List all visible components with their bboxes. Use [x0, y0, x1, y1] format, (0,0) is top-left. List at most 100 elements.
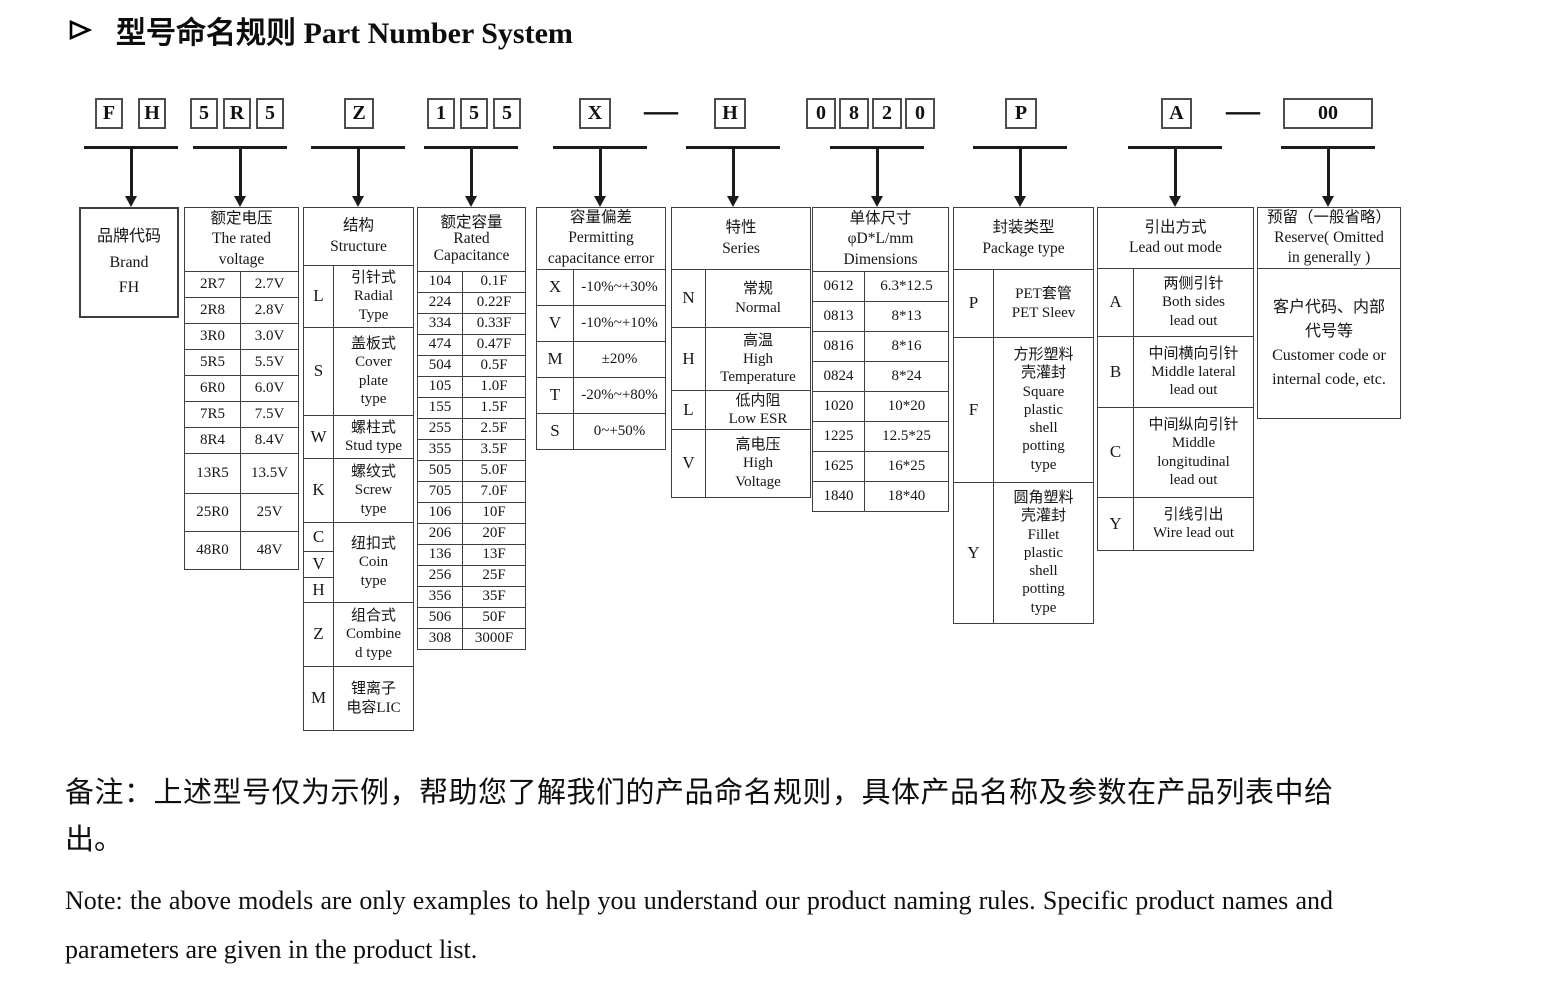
voltage-table: 额定电压 The rated voltage 2R7 2.7V 2R8 2.8V 3…	[183, 207, 300, 570]
desc-cell: 两侧引针 Both sides lead out	[1132, 268, 1255, 337]
code-cell: 206	[417, 523, 463, 545]
code-cell: H	[671, 327, 706, 391]
value-cell: -10%~+30%	[572, 269, 667, 306]
table-row: V	[303, 551, 414, 578]
table-row: 505 5.0F	[417, 460, 527, 482]
table-row: 客户代码、内部 代号等 Customer code or internal co…	[1257, 268, 1401, 420]
value-cell: 20F	[461, 523, 527, 545]
value-cell: 2.5F	[461, 418, 527, 440]
table-row: 224 0.22F	[417, 292, 527, 314]
code-box-capacitance-1: 1	[427, 98, 455, 129]
code-cell: A	[1097, 268, 1134, 337]
value-cell: 0.47F	[461, 334, 527, 356]
table-row: 155 1.5F	[417, 397, 527, 419]
table-row: 8R4 8.4V	[184, 427, 300, 454]
value-cell: ±20%	[572, 341, 667, 378]
code-cell: Z	[303, 602, 334, 667]
connector-line	[1327, 147, 1330, 197]
code-cell: 506	[417, 607, 463, 629]
table-row: 0612 6.3*12.5	[812, 271, 949, 302]
column-header: 结构 Structure	[302, 207, 415, 266]
code-cell: 3R0	[184, 323, 241, 350]
code-cell: M	[303, 666, 334, 731]
arrow-down-icon	[234, 196, 246, 207]
code-cell: B	[1097, 336, 1134, 408]
bullet-arrowhead-icon	[68, 18, 92, 42]
table-row: C 纽扣式 Coin type	[303, 522, 415, 603]
connector-line	[130, 147, 133, 197]
code-box-voltage-2: R	[223, 98, 251, 129]
series-table: 特性 Series N 常规 Normal H 高温 High Temperatur…	[670, 207, 812, 498]
desc-cell: 锂离子 电容LIC	[332, 666, 415, 731]
table-row: 334 0.33F	[417, 313, 527, 335]
error-table: 容量偏差 Permitting capacitance error X -10%~…	[535, 207, 667, 450]
code-box-brand-2: H	[138, 98, 166, 129]
table-row: 3R0 3.0V	[184, 323, 300, 350]
arrow-down-icon	[1322, 196, 1334, 207]
note-english: Note: the above models are only examples…	[65, 886, 1333, 964]
value-cell: -10%~+10%	[572, 305, 667, 342]
table-row: L 低内阻 Low ESR	[671, 390, 812, 430]
value-cell: -20%~+80%	[572, 377, 667, 414]
code-cell: 308	[417, 628, 463, 650]
connector-line	[732, 147, 735, 197]
code-box-package: P	[1005, 98, 1037, 129]
code-cell: 48R0	[184, 531, 241, 570]
value-cell: 50F	[461, 607, 527, 629]
table-row: 2R8 2.8V	[184, 297, 300, 324]
code-box-reserve: 00	[1283, 98, 1373, 129]
code-cell: W	[303, 415, 334, 459]
code-cell: 25R0	[184, 493, 241, 532]
code-cell: 355	[417, 439, 463, 461]
desc-cell: 低内阻 Low ESR	[704, 390, 812, 430]
value-cell: 18*40	[864, 481, 949, 512]
code-cell: 6R0	[184, 375, 241, 402]
connector-line	[470, 147, 473, 197]
table-row: 1020 10*20	[812, 391, 949, 422]
table-row: 13R5 13.5V	[184, 453, 300, 494]
desc-cell: 圆角塑料 壳灌封 Fillet plastic shell potting ty…	[992, 482, 1095, 624]
code-cell: 105	[417, 376, 463, 398]
table-row: H 高温 High Temperature	[671, 327, 812, 391]
table-row: 105 1.0F	[417, 376, 527, 398]
code-cell: 0813	[812, 301, 865, 332]
arrow-down-icon	[594, 196, 606, 207]
value-cell: 1.0F	[461, 376, 527, 398]
code-box-capacitance-3: 5	[493, 98, 521, 129]
page-title-text: 型号命名规则 Part Number System	[116, 17, 573, 50]
column-header: 封装类型 Package type	[952, 207, 1095, 270]
table-row: 1840 18*40	[812, 481, 949, 512]
page-title: 型号命名规则 Part Number System	[68, 8, 573, 52]
value-cell: 35F	[461, 586, 527, 608]
code-cell: S	[536, 413, 574, 450]
value-cell: 1.5F	[461, 397, 527, 419]
column-header: 单体尺寸 φD*L/mm Dimensions	[812, 207, 949, 272]
value-cell: 5.0F	[461, 460, 527, 482]
desc-cell: 螺柱式 Stud type	[332, 415, 415, 459]
separator-dash-1: —	[644, 92, 678, 129]
code-cell: 1225	[812, 421, 865, 452]
value-cell: 3.5F	[461, 439, 527, 461]
code-cell: L	[671, 390, 706, 430]
code-cell: T	[536, 377, 574, 414]
desc-cell: 高温 High Temperature	[704, 327, 812, 391]
arrow-down-icon	[727, 196, 739, 207]
code-cell: 2R8	[184, 297, 241, 324]
desc-cell: 高电压 High Voltage	[704, 429, 812, 498]
value-cell: 10*20	[864, 391, 949, 422]
table-row: K 螺纹式 Screw type	[303, 458, 415, 523]
value-cell: 16*25	[864, 451, 949, 482]
column-header: 容量偏差 Permitting capacitance error	[535, 207, 667, 270]
code-cell: M	[536, 341, 574, 378]
table-row: Y 引线引出 Wire lead out	[1097, 497, 1255, 551]
code-cell: 0612	[812, 271, 865, 302]
code-cell: C	[303, 522, 334, 552]
arrow-down-icon	[125, 196, 137, 207]
connector-line	[599, 147, 602, 197]
code-cell: 8R4	[184, 427, 241, 454]
table-row: Y 圆角塑料 壳灌封 Fillet plastic shell potting t…	[953, 482, 1095, 624]
table-row: 0816 8*16	[812, 331, 949, 362]
code-cell: 106	[417, 502, 463, 524]
package-table: 封装类型 Package type P PET套管 PET Sleev F 方形塑料…	[952, 207, 1095, 624]
